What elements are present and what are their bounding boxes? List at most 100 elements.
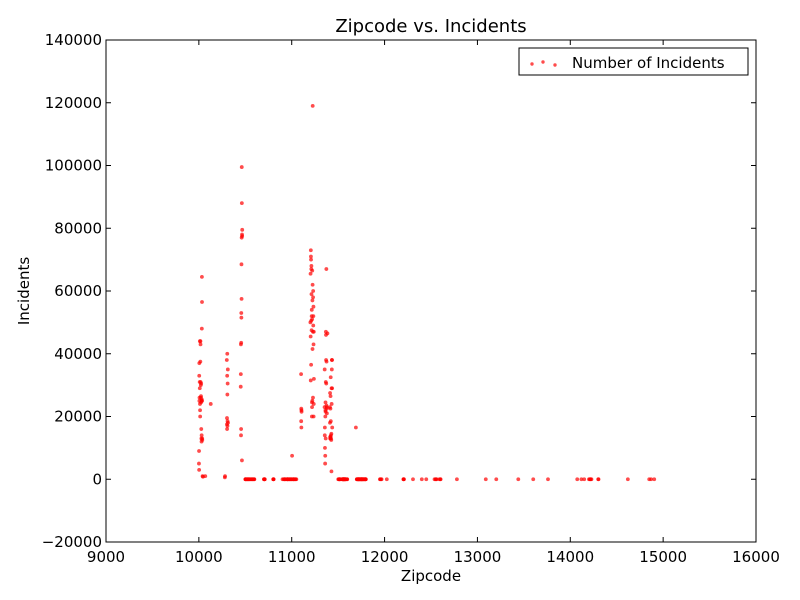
data-point — [310, 317, 315, 322]
data-point — [240, 234, 245, 238]
data-point — [203, 474, 208, 479]
data-point — [310, 405, 314, 409]
data-point — [582, 477, 587, 482]
data-point — [199, 394, 203, 399]
data-point — [225, 381, 230, 386]
data-point — [311, 402, 316, 406]
data-point — [239, 165, 244, 169]
data-point — [322, 367, 327, 372]
data-point — [239, 262, 244, 267]
data-point — [312, 376, 316, 381]
data-point — [328, 391, 332, 395]
data-point — [311, 314, 316, 318]
data-point — [411, 477, 415, 482]
data-point — [200, 438, 205, 442]
data-point — [311, 295, 315, 300]
data-point — [329, 469, 334, 474]
data-point — [239, 427, 244, 431]
x-axis-title: Zipcode — [401, 567, 461, 585]
y-tick-label: 40000 — [54, 345, 102, 363]
data-point — [324, 381, 329, 386]
x-tick-label: 14000 — [546, 548, 594, 566]
data-point — [311, 289, 316, 293]
data-point — [226, 420, 230, 425]
y-tick-label: 100000 — [45, 157, 102, 175]
data-point — [309, 307, 314, 312]
legend-box — [518, 47, 749, 76]
data-point — [328, 419, 333, 424]
data-point — [329, 438, 334, 442]
chart-title: Zipcode vs. Incidents — [335, 16, 526, 37]
data-point — [438, 477, 443, 482]
data-point — [649, 477, 653, 482]
data-point — [379, 477, 384, 482]
data-point — [225, 373, 230, 378]
data-point — [200, 300, 204, 304]
data-point — [323, 453, 328, 458]
data-point — [330, 386, 335, 391]
data-point — [238, 372, 243, 377]
data-point — [596, 477, 601, 482]
data-point — [324, 405, 329, 409]
data-point — [200, 274, 204, 279]
data-point — [384, 477, 389, 482]
data-point — [223, 474, 227, 479]
data-point — [329, 367, 334, 372]
data-point — [311, 329, 316, 334]
x-tick-label: 12000 — [361, 548, 409, 566]
data-point — [197, 373, 202, 378]
data-point — [579, 477, 584, 482]
data-point — [310, 347, 315, 351]
data-point — [546, 477, 550, 482]
data-point — [322, 425, 327, 430]
data-point — [239, 340, 244, 345]
data-point — [309, 362, 314, 367]
data-point — [419, 477, 424, 482]
data-point — [328, 406, 333, 411]
data-point — [494, 477, 499, 482]
x-tick-label: 15000 — [639, 548, 687, 566]
data-point — [455, 477, 459, 482]
data-point — [308, 378, 313, 383]
legend-marker — [553, 63, 557, 67]
data-point — [252, 477, 257, 482]
data-point — [198, 342, 203, 347]
legend-marker — [541, 60, 545, 64]
data-point — [329, 402, 334, 406]
data-point — [434, 477, 439, 482]
data-point — [324, 359, 329, 364]
data-point — [208, 402, 213, 406]
data-point — [483, 477, 488, 482]
data-point — [323, 436, 328, 441]
legend: Number of Incidents — [518, 47, 749, 76]
data-point — [328, 394, 333, 399]
data-point — [238, 384, 243, 389]
data-point — [309, 254, 313, 259]
x-axis: 9000 10000 11000 12000 13000 14000 15000 16000 — [87, 40, 780, 566]
y-tick-label: 140000 — [45, 31, 102, 49]
y-tick-label: −20000 — [42, 533, 102, 551]
data-point — [531, 477, 536, 482]
data-point — [308, 334, 313, 339]
data-point — [225, 424, 230, 428]
data-point — [323, 461, 328, 466]
data-point — [199, 326, 204, 331]
data-point — [310, 103, 315, 108]
data-point — [271, 477, 276, 482]
data-point — [198, 339, 203, 344]
data-point — [239, 201, 244, 206]
x-tick-label: 16000 — [732, 548, 780, 566]
data-point — [309, 264, 314, 268]
data-point — [401, 477, 406, 482]
y-tick-label: 80000 — [54, 219, 102, 237]
data-point — [225, 416, 229, 420]
data-point — [353, 425, 358, 430]
data-point — [197, 386, 202, 391]
x-tick-label: 9000 — [87, 548, 125, 566]
data-point — [198, 359, 203, 364]
data-point — [424, 477, 429, 482]
legend-label: Number of Incidents — [572, 54, 725, 72]
data-point — [516, 477, 521, 482]
data-point — [310, 268, 315, 273]
data-point — [299, 372, 303, 377]
